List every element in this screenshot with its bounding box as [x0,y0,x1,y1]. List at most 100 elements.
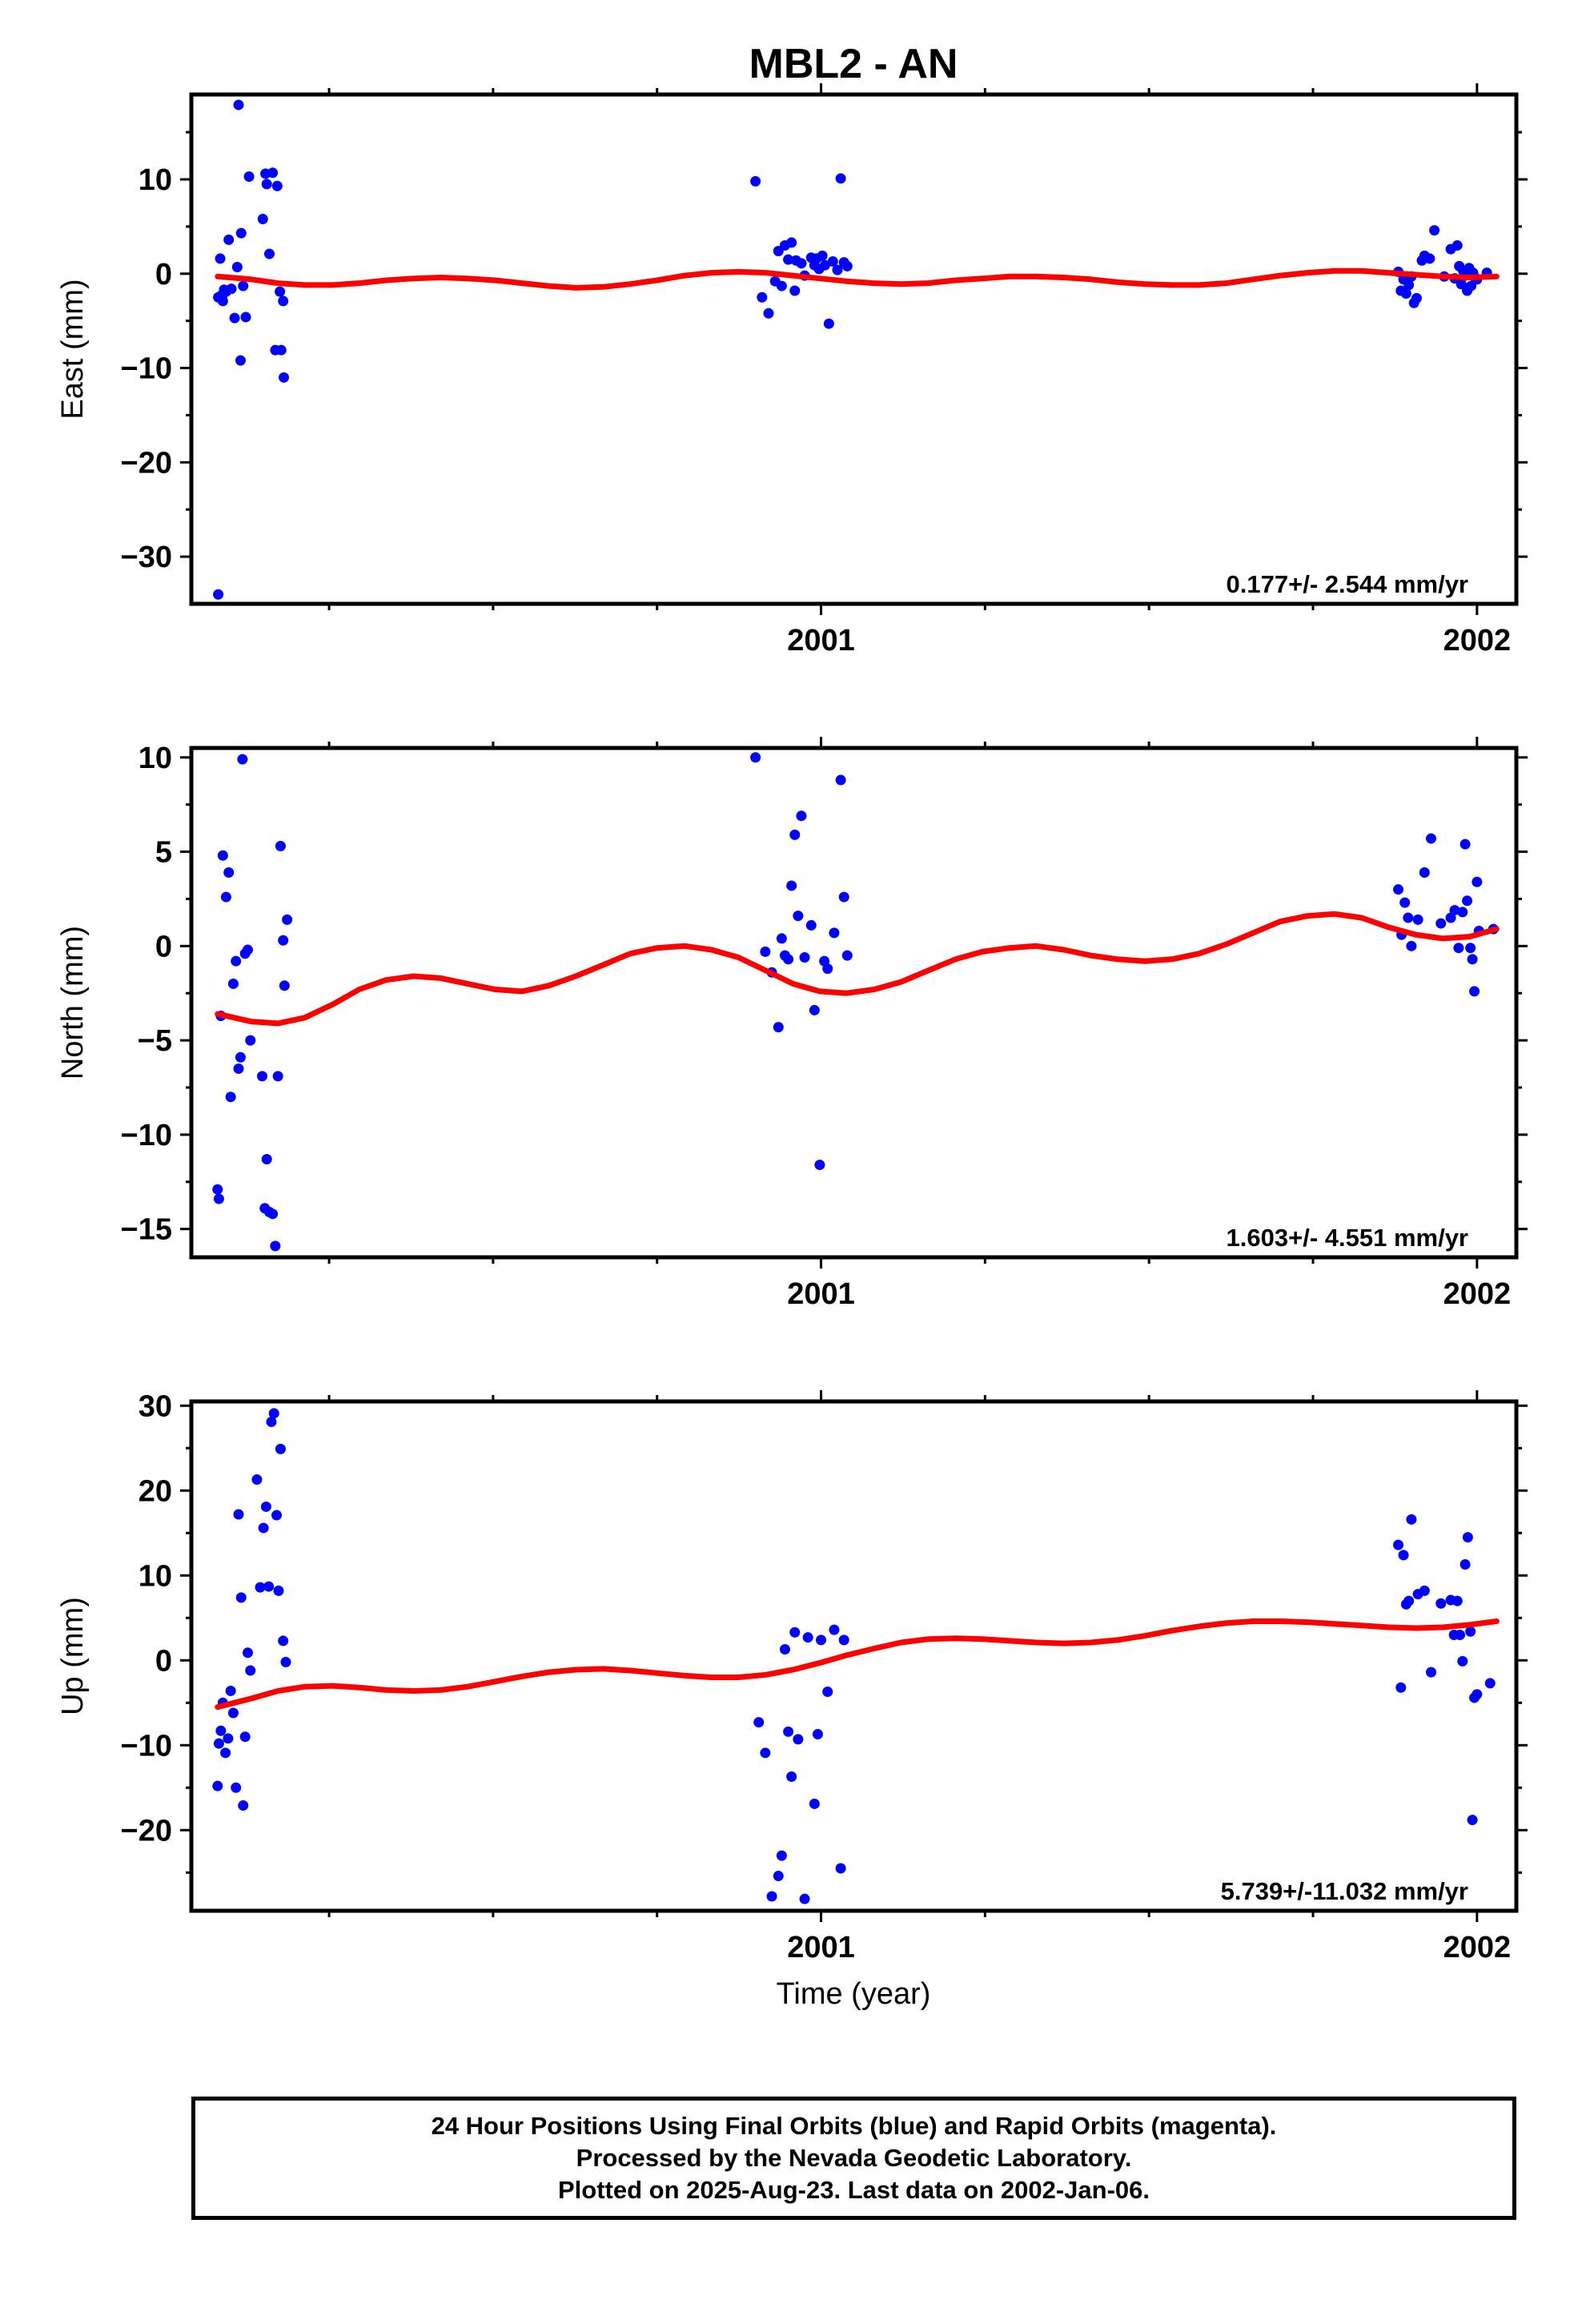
north-data-point [245,1035,256,1046]
up-data-point [1467,1815,1478,1826]
up-data-point [227,1707,239,1719]
north-data-point [814,1160,825,1171]
east-ylabel: East (mm) [56,279,90,419]
east-data-point [275,286,286,297]
up-data-point [260,1501,271,1512]
east-data-point [1429,225,1440,236]
up-data-point [802,1632,813,1643]
up-data-point [245,1665,256,1676]
north-plot-frame [189,746,1519,1260]
east-data-point [750,175,761,187]
east-data-layer [213,99,1500,600]
up-data-point [793,1734,804,1745]
east-ytick-label: −20 [121,446,172,480]
up-rate-annotation: 5.739+/-11.032 mm/yr [1221,1877,1468,1905]
up-data-point [225,1685,236,1696]
footer-line-2: Processed by the Nevada Geodetic Laborat… [576,2144,1132,2172]
up-data-point [1452,1595,1463,1606]
east-data-point [243,171,255,182]
north-data-point [1453,943,1464,954]
up-ytick-label: 0 [155,1644,172,1678]
north-rate-annotation: 1.603+/- 4.551 mm/yr [1227,1224,1468,1252]
east-data-point [257,213,268,224]
north-data-point [776,933,787,944]
north-ytick-label: 0 [155,930,172,963]
east-data-point [231,262,243,273]
north-data-point [1465,943,1476,954]
north-data-point [1449,905,1460,916]
up-model-curve [215,1618,1500,1711]
east-data-point [763,308,774,319]
north-data-point [279,980,290,991]
up-data-point [235,1592,247,1603]
north-ytick-label: −10 [121,1119,172,1152]
up-data-point [220,1747,231,1759]
east-data-point [278,296,289,307]
east-panel: −30 −20 −10 0 10 2001 2002 East (mm) 0.177+/- 2.… [56,83,1528,657]
up-data-point [789,1626,801,1638]
up-data-point [212,1780,223,1791]
up-data-point [760,1747,771,1759]
up-data-point [783,1726,794,1737]
up-data-point [1419,1585,1430,1596]
up-xtick-label: 2001 [787,1931,855,1964]
north-data-point [227,978,239,989]
up-data-point [255,1582,266,1593]
east-data-point [841,260,853,271]
north-data-point [760,946,771,957]
east-data-point [835,173,846,184]
north-ytick-label: −5 [138,1024,172,1058]
north-data-point [786,880,797,891]
north-data-point [220,891,231,903]
north-data-point [1435,918,1447,929]
up-data-point [238,1800,249,1811]
east-model-curve [215,267,1500,291]
east-data-point [1400,288,1411,300]
up-data-point [829,1624,840,1635]
north-data-layer [212,752,1500,1252]
up-data-point [1435,1598,1447,1609]
up-data-point [275,1443,286,1454]
up-data-point [1462,1532,1473,1543]
up-ytick-label: 30 [139,1389,172,1423]
north-data-point [1412,914,1423,925]
up-plot-frame [189,1399,1519,1913]
east-data-point [235,227,247,239]
footer-caption-box: 24 Hour Positions Using Final Orbits (bl… [191,2097,1516,2220]
east-data-point [279,372,290,383]
up-data-point [251,1474,263,1486]
up-data-point [838,1634,849,1646]
up-data-point [271,1510,283,1521]
east-data-point [261,179,272,190]
up-ylabel: Up (mm) [56,1597,90,1715]
north-data-point [223,866,235,878]
footer-line-1: 24 Hour Positions Using Final Orbits (bl… [431,2112,1277,2140]
up-data-point [766,1891,777,1902]
north-data-point [1406,940,1417,951]
north-ytick-label: −15 [121,1213,172,1247]
east-data-point [757,292,768,303]
east-data-point [1411,292,1422,304]
north-data-point [217,850,228,861]
north-xtick-label: 2001 [787,1277,855,1311]
north-data-point [750,752,761,763]
up-data-point [1457,1655,1468,1667]
north-data-point [822,963,833,975]
east-ytick-label: 10 [139,163,172,197]
north-data-point [237,754,248,765]
up-xtick-label: 2002 [1443,1931,1512,1964]
east-data-point [823,318,834,329]
east-ytick-label: −30 [121,541,172,574]
east-data-point [796,258,807,269]
north-data-point [796,810,807,822]
east-data-point [776,280,787,292]
east-data-point [217,291,228,302]
up-data-point [1403,1595,1415,1606]
north-data-point [1403,912,1414,923]
east-data-point [226,283,237,295]
north-data-point [793,911,804,922]
east-data-point [233,99,244,111]
north-data-point [1419,866,1430,878]
up-panel: −20 −10 0 10 20 30 2001 2002 Up (mm) 5.739+/-11.0… [56,1389,1528,1964]
